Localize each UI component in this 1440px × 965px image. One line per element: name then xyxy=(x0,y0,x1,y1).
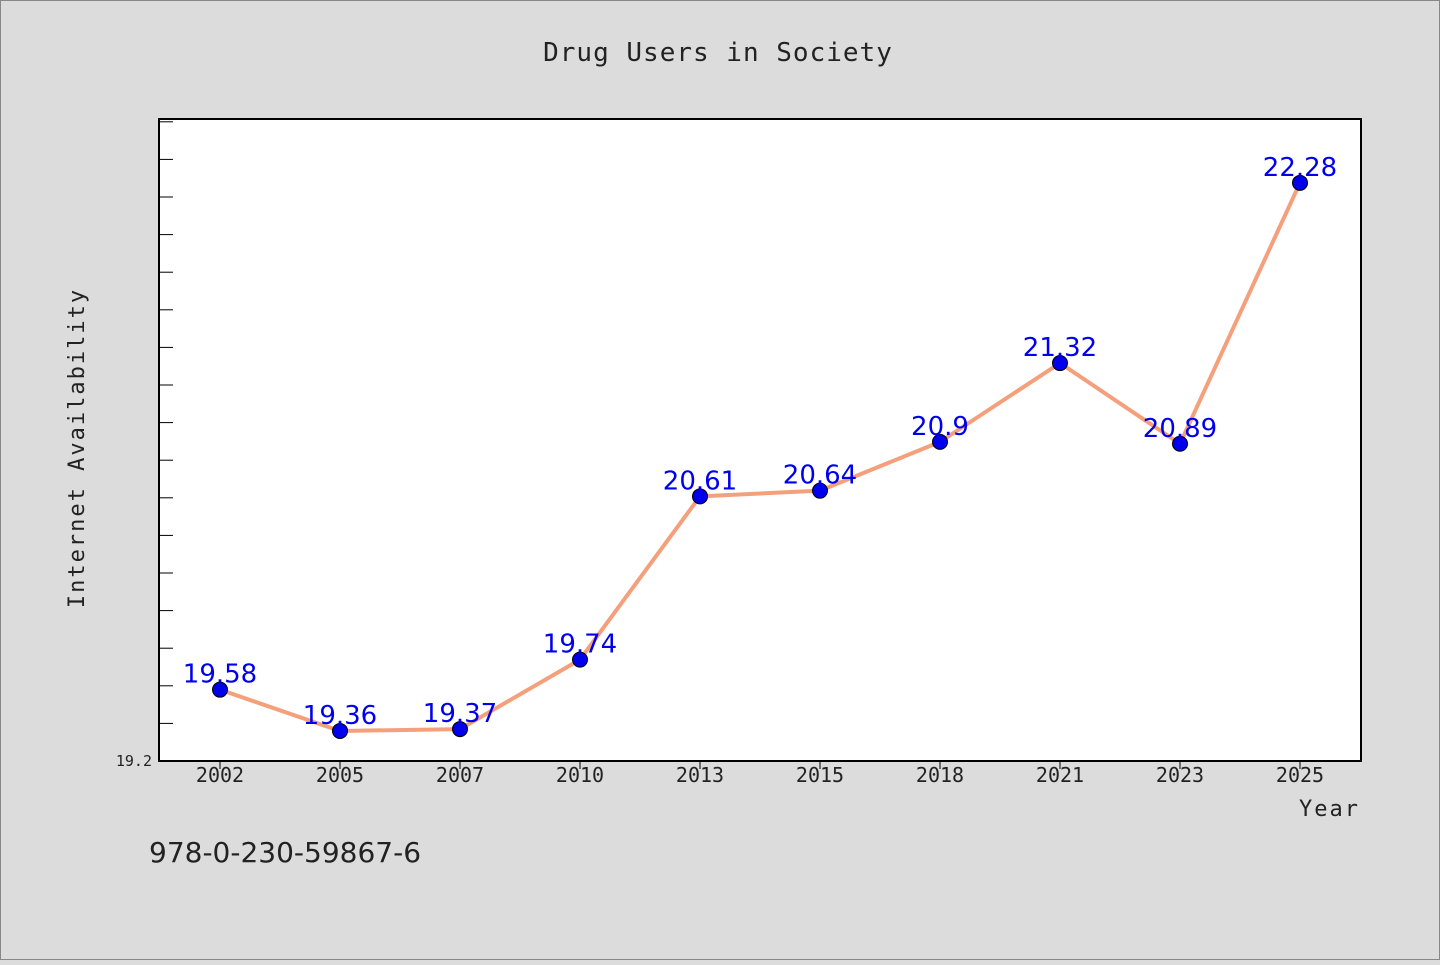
x-tick-labels-group: 2002 2005 2007 2010 2013 2015 2018 2021 2023 2025 xyxy=(196,763,1324,787)
data-point xyxy=(692,488,708,505)
series-points-group xyxy=(212,174,1308,739)
x-tick-label: 2023 xyxy=(1156,763,1204,787)
data-label: 19.74 xyxy=(543,630,617,660)
x-tick-label: 2005 xyxy=(316,763,364,787)
x-tick-label: 2013 xyxy=(676,763,724,787)
data-point xyxy=(452,721,468,738)
data-label: 20.89 xyxy=(1143,414,1217,444)
series-line xyxy=(218,180,1302,733)
data-label: 20.9 xyxy=(911,412,969,442)
data-label: 21.32 xyxy=(1023,333,1097,363)
x-tick-label: 2002 xyxy=(196,763,244,787)
plot-area xyxy=(158,118,1362,762)
data-label: 22.28 xyxy=(1263,153,1337,183)
y-axis-min-label: 19.2 xyxy=(116,752,152,770)
data-point xyxy=(332,722,348,739)
data-point xyxy=(812,482,828,499)
y-axis-ticks xyxy=(159,121,173,724)
isbn-footer: 978-0-230-59867-6 xyxy=(149,836,421,869)
x-tick-label: 2021 xyxy=(1036,763,1084,787)
data-point xyxy=(1292,174,1308,191)
data-label: 19.36 xyxy=(303,701,377,731)
data-label: 19.58 xyxy=(183,660,257,690)
data-label: 20.64 xyxy=(783,461,857,491)
data-label: 20.61 xyxy=(663,466,737,496)
x-tick-label: 2015 xyxy=(796,763,844,787)
x-axis-label: Year xyxy=(1299,797,1360,822)
x-tick-label: 2025 xyxy=(1276,763,1324,787)
x-tick-label: 2010 xyxy=(556,763,604,787)
data-point xyxy=(212,681,228,698)
data-labels-group: 19.58 19.36 19.37 19.74 20.61 20.64 20.9 21.32 2… xyxy=(183,153,1337,731)
y-axis-label: Internet Availability xyxy=(65,288,90,608)
data-point xyxy=(1172,435,1188,452)
data-point xyxy=(572,651,588,668)
data-point xyxy=(932,433,948,450)
x-tick-label: 2007 xyxy=(436,763,484,787)
x-axis-ticks xyxy=(219,761,1301,769)
x-tick-label: 2018 xyxy=(916,763,964,787)
data-label: 19.37 xyxy=(423,699,497,729)
series-line-group xyxy=(218,180,1302,733)
data-point xyxy=(1052,355,1068,372)
chart-title: Drug Users in Society xyxy=(543,38,893,68)
